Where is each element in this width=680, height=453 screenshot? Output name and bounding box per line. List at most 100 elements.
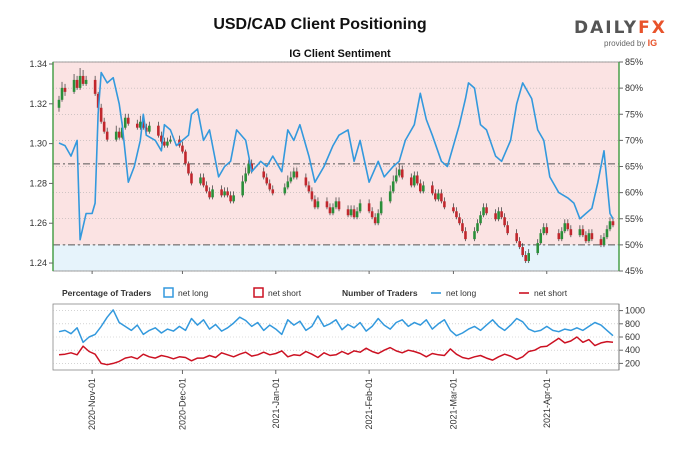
- legend-net-short-line-label: net short: [534, 288, 568, 298]
- candle-body: [476, 223, 479, 232]
- candle-body: [334, 201, 338, 208]
- candle-body: [352, 209, 356, 218]
- candle-body: [169, 139, 172, 142]
- candle-body: [120, 127, 124, 138]
- candle-body: [181, 145, 184, 152]
- traders-tick-label: 400: [625, 345, 640, 355]
- chart-title: IG Client Sentiment: [289, 48, 391, 60]
- candle-body: [262, 171, 266, 178]
- left-tick-label: 1.30: [29, 139, 47, 149]
- candle-body: [443, 201, 446, 208]
- x-tick-label: 2020-Nov-01: [87, 378, 97, 430]
- candle-body: [199, 177, 202, 184]
- candle-body: [473, 231, 476, 240]
- candle-body: [506, 225, 509, 234]
- candle-body: [205, 185, 208, 192]
- traders-tick-label: 600: [625, 332, 640, 342]
- candle-body: [241, 181, 244, 196]
- candle-body: [75, 79, 79, 88]
- candle-body: [223, 191, 226, 196]
- traders-tick-label: 800: [625, 319, 640, 329]
- candle-body: [440, 193, 443, 202]
- candle-body: [560, 231, 564, 240]
- candle-body: [166, 141, 169, 146]
- candle-body: [431, 185, 434, 194]
- candle-body: [563, 223, 567, 232]
- brand-ig: IG: [647, 38, 658, 48]
- candle-body: [409, 177, 413, 186]
- candle-body: [391, 181, 395, 192]
- candle-body: [542, 227, 546, 234]
- candle-body: [346, 209, 350, 216]
- candle-body: [376, 213, 380, 224]
- candle-body: [304, 177, 308, 186]
- candle-body: [114, 131, 118, 140]
- left-tick-label: 1.28: [29, 178, 47, 188]
- left-tick-label: 1.32: [29, 99, 47, 109]
- candle-body: [367, 203, 371, 212]
- candle-body: [536, 243, 540, 254]
- candle-body: [325, 201, 329, 208]
- candle-body: [295, 171, 299, 178]
- candle-body: [81, 75, 85, 84]
- candle-body: [464, 231, 467, 240]
- candle-body: [117, 131, 121, 138]
- candle-body: [232, 195, 235, 202]
- left-tick-label: 1.34: [29, 59, 47, 69]
- legend-percentage-heading: Percentage of Traders: [62, 288, 152, 298]
- candle-body: [494, 213, 497, 220]
- candle-body: [479, 215, 482, 224]
- candle-body: [138, 121, 142, 128]
- candle-body: [566, 223, 570, 230]
- candle-body: [105, 131, 109, 140]
- candle-body: [581, 229, 585, 236]
- candle-body: [452, 207, 455, 212]
- candle-body: [578, 229, 582, 236]
- candle-body: [358, 203, 362, 212]
- candle-body: [455, 211, 458, 218]
- candle-body: [422, 185, 425, 192]
- candle-body: [388, 191, 392, 202]
- brand-provided-by: provided by IG: [604, 38, 657, 48]
- candle-body: [313, 199, 317, 208]
- right-tick-label: 45%: [625, 266, 643, 276]
- x-tick-label: 2021-Apr-01: [542, 378, 552, 428]
- candle-body: [211, 189, 214, 198]
- candle-body: [569, 229, 573, 236]
- candle-body: [286, 181, 290, 188]
- candle-body: [337, 201, 341, 210]
- candle-body: [190, 173, 193, 184]
- x-tick-label: 2021-Jan-01: [271, 378, 281, 429]
- candle-body: [400, 169, 404, 178]
- traders-tick-label: 1000: [625, 306, 645, 316]
- candle-body: [379, 201, 383, 214]
- x-tick-label: 2021-Mar-01: [448, 378, 458, 430]
- candle-body: [412, 175, 416, 186]
- legend-traders-heading: Number of Traders: [342, 288, 418, 298]
- page-title: USD/CAD Client Positioning: [213, 16, 427, 33]
- candle-body: [458, 217, 461, 224]
- candle-body: [271, 189, 275, 194]
- candle-body: [265, 177, 269, 184]
- candle-body: [370, 211, 374, 218]
- right-tick-label: 50%: [625, 240, 643, 250]
- candle-body: [102, 121, 106, 132]
- candle-body: [283, 187, 287, 194]
- candle-body: [160, 135, 163, 142]
- brand-logo: DAILYFX: [574, 18, 665, 38]
- x-tick-label: 2020-Dec-01: [177, 378, 187, 430]
- legend-net-short-box: [253, 287, 264, 298]
- net-long-percentage-line: [58, 71, 614, 241]
- candle-body: [524, 255, 527, 262]
- candle-body: [497, 211, 500, 220]
- legend-net-long-box-label: net long: [178, 288, 209, 298]
- traders-net-short-line: [58, 336, 614, 366]
- candle-body: [142, 121, 145, 128]
- candle-body: [482, 207, 485, 216]
- right-tick-label: 75%: [625, 109, 643, 119]
- candle-body: [316, 201, 320, 208]
- candle-body: [148, 125, 151, 132]
- right-tick-label: 55%: [625, 214, 643, 224]
- candle-body: [226, 191, 229, 196]
